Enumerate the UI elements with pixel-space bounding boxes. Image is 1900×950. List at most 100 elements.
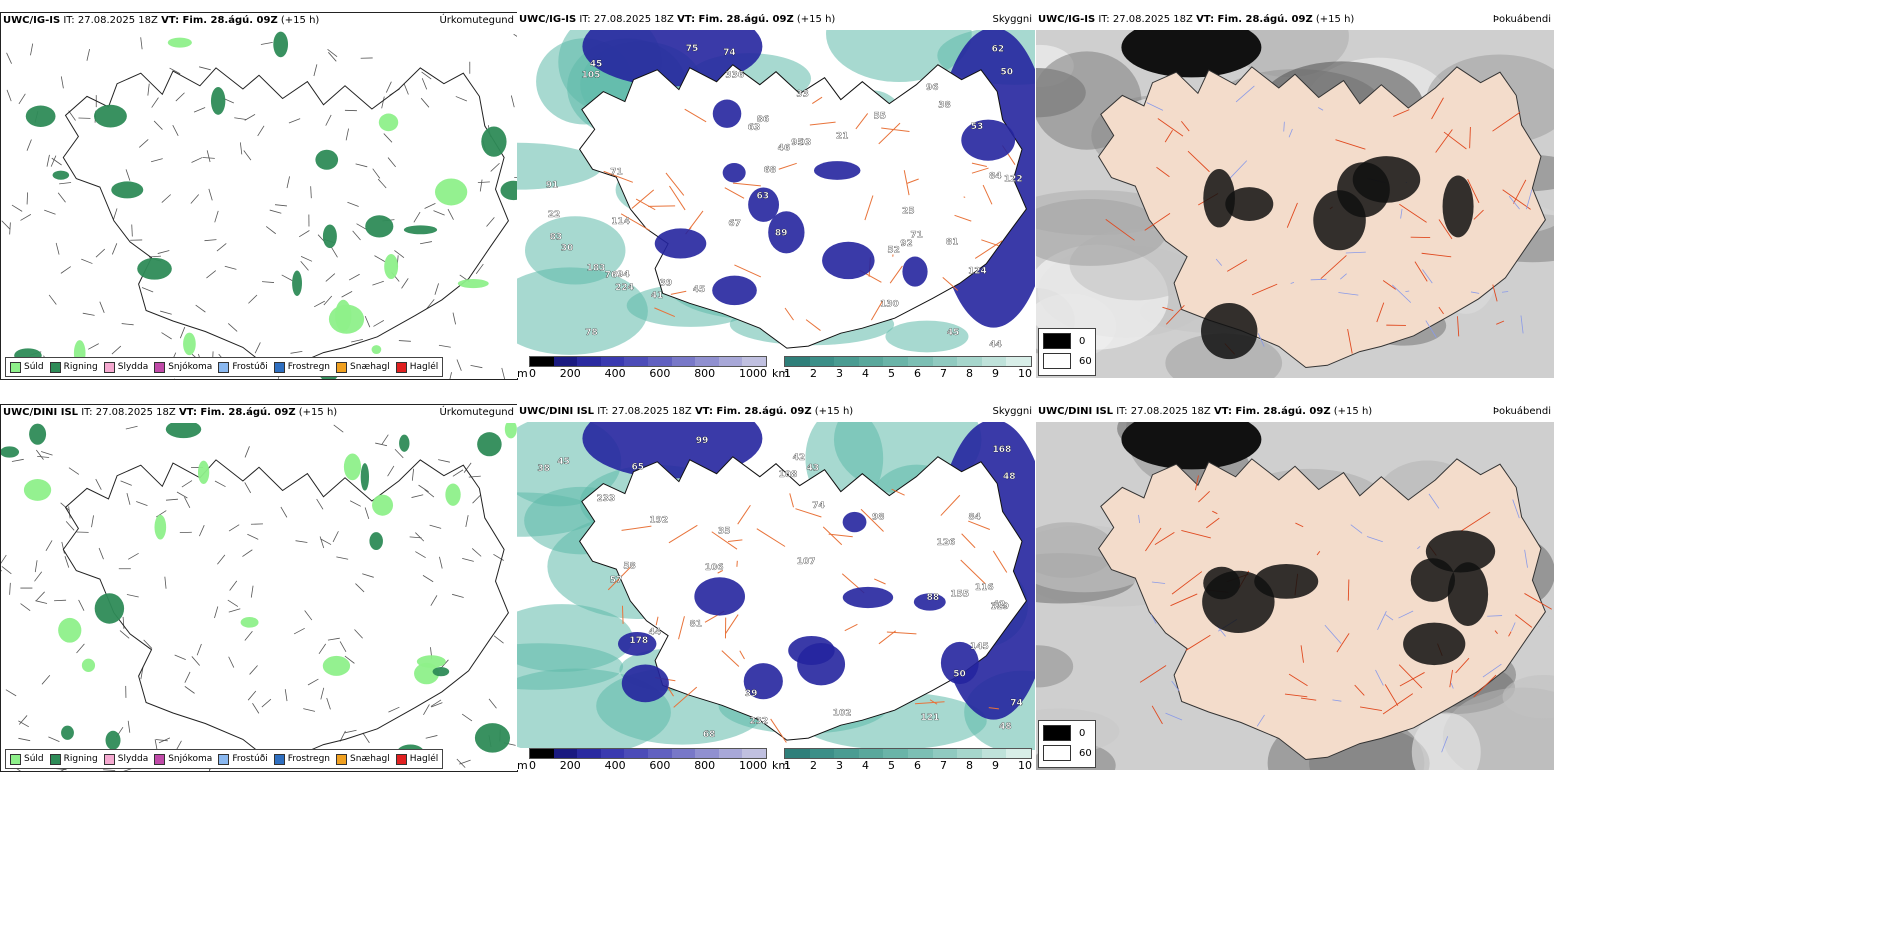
fog-map[interactable] — [1036, 422, 1554, 770]
visibility-label: 35 — [718, 527, 731, 537]
visibility-label: 84 — [989, 172, 1002, 182]
colorbar-tick: 10 — [1018, 759, 1032, 770]
precip-map[interactable] — [1, 423, 517, 771]
legend-swatch — [395, 361, 407, 373]
colorbar-tick: 3 — [836, 367, 843, 378]
legend-item: Frostregn — [273, 753, 330, 765]
visibility-label: 74 — [812, 501, 825, 511]
colorbar-tick: 6 — [914, 367, 921, 378]
colorbar-tick: 1 — [784, 367, 791, 378]
legend-label: 0 — [1079, 727, 1086, 739]
visibility-label: 121 — [921, 713, 940, 723]
fog-map[interactable] — [1036, 30, 1554, 378]
legend-item: Haglél — [395, 361, 438, 373]
valid-time: VT: Fim. 28.ágú. 09Z — [1196, 14, 1313, 25]
visibility-label: 50 — [1000, 68, 1013, 78]
colorbar-tick: 4 — [862, 367, 869, 378]
legend-swatch — [1043, 333, 1071, 349]
legend-swatch — [154, 753, 166, 765]
visibility-label: 91 — [546, 180, 559, 190]
visibility-label: 98 — [872, 512, 885, 522]
legend-swatch — [10, 753, 21, 765]
visibility-label: 232 — [749, 716, 768, 726]
visibility-label: 107 — [797, 557, 816, 567]
fog-legend-item: 0 — [1043, 333, 1085, 349]
colorbar-tick: 5 — [888, 367, 895, 378]
visibility-panel-bottom: UWC/DINI ISL IT: 27.08.2025 18Z VT: Fim.… — [517, 404, 1035, 770]
visibility-label: 94 — [617, 270, 630, 280]
legend-item: Slydda — [103, 361, 149, 373]
legend-label: Súld — [24, 362, 44, 372]
legend-label: Snjókoma — [168, 362, 213, 372]
fog-indicator-panel-bottom: UWC/DINI ISL IT: 27.08.2025 18Z VT: Fim.… — [1036, 404, 1554, 770]
visibility-label: 93 — [799, 138, 812, 148]
roads — [1105, 85, 1533, 355]
colorbar — [784, 748, 1032, 759]
visibility-label: 74 — [1010, 699, 1023, 709]
colorbar-tick: 0 — [529, 759, 536, 770]
colorbar-ticks: 1 2 3 4 5 6 7 8 9 10 — [784, 367, 1032, 378]
colorbar-tick: 2 — [810, 367, 817, 378]
visibility-label: 108 — [778, 470, 797, 480]
colorbar-tick: 5 — [888, 759, 895, 770]
visibility-label: 233 — [596, 494, 615, 504]
visibility-label: 45 — [590, 59, 603, 69]
visibility-colorbar-km: km 1 2 3 4 5 6 7 8 9 10 — [772, 748, 1032, 770]
colorbar-tick: 7 — [940, 759, 947, 770]
visibility-label: 86 — [757, 115, 770, 125]
legend-swatch — [103, 361, 115, 373]
visibility-label: 178 — [629, 636, 648, 646]
visibility-label: 81 — [946, 238, 959, 248]
visibility-label: 71 — [610, 168, 623, 178]
legend-label: Haglél — [409, 754, 439, 764]
visibility-label: 105 — [582, 71, 601, 81]
visibility-label: 46 — [778, 143, 791, 153]
colorbar-tick: 9 — [992, 367, 999, 378]
colorbar-tick: 800 — [694, 759, 716, 770]
legend-label: Rigning — [63, 754, 98, 764]
panel-header: UWC/DINI ISL IT: 27.08.2025 18Z VT: Fim.… — [517, 404, 1035, 420]
legend-item: Snæhagl — [336, 361, 390, 373]
visibility-label: 53 — [971, 122, 984, 132]
visibility-label: 45 — [947, 328, 960, 338]
visibility-label: 78 — [585, 328, 598, 338]
colorbar-ticks: 0 200 400 600 800 1000 — [529, 759, 767, 770]
lead-time: (+15 h) — [796, 14, 836, 25]
legend-label: Slydda — [117, 362, 149, 372]
legend-label: Frostúði — [232, 362, 268, 372]
visibility-map[interactable]: 114 81 94 183 76 50 75 55 130 63 68 52 124 71 122 92 93 7… — [517, 30, 1035, 358]
fog-areas — [1202, 530, 1496, 666]
colorbar-tick: 9 — [992, 759, 999, 770]
valid-time: VT: Fim. 28.ágú. 09Z — [1213, 406, 1331, 417]
colorbar-tick: 0 — [529, 367, 536, 378]
legend-item: Frostúði — [218, 361, 268, 373]
visibility-label: 68 — [703, 730, 716, 740]
legend-swatch — [218, 361, 230, 373]
visibility-label: 30 — [561, 244, 574, 254]
fog-legend-item: 0 — [1043, 725, 1085, 741]
visibility-colorbar-meters: m 0 200 400 600 800 1000 — [517, 356, 767, 378]
visibility-label: 44 — [989, 340, 1002, 350]
visibility-map[interactable]: 99 168 65 57 35 102 155 68 126 178 192 108 74 58 50 48 4… — [517, 422, 1035, 750]
legend-item: Rigning — [49, 361, 98, 373]
precip-map[interactable] — [1, 31, 517, 379]
valid-time: VT: Fim. 28.ágú. 09Z — [161, 15, 278, 26]
colorbar-tick: 400 — [604, 367, 626, 378]
visibility-label: 55 — [873, 111, 886, 121]
model-name: UWC/IG-IS — [3, 15, 61, 26]
fog-legend-item: 60 — [1043, 353, 1092, 369]
visibility-label: 33 — [796, 90, 809, 100]
colorbar-unit: km — [772, 367, 790, 378]
legend-swatch — [336, 361, 348, 373]
visibility-label: 102 — [833, 709, 852, 719]
visibility-label: 99 — [696, 436, 709, 446]
visibility-label: 22 — [548, 210, 561, 220]
colorbar-tick: 10 — [1018, 367, 1032, 378]
lead-time: (+15 h) — [280, 15, 320, 26]
legend-item: Frostregn — [273, 361, 330, 373]
visibility-label: 58 — [623, 561, 636, 571]
legend-label: Súld — [24, 754, 44, 764]
legend-label: Snjókoma — [168, 754, 213, 764]
legend-swatch — [395, 753, 407, 765]
